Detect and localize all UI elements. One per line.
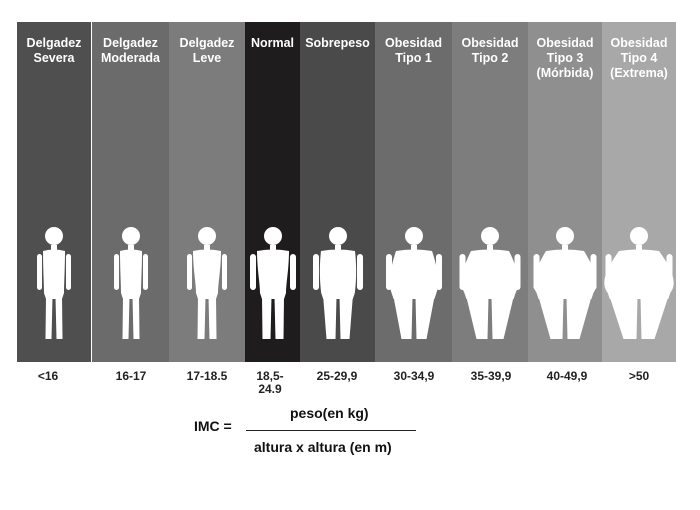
person-silhouette-icon	[104, 227, 158, 346]
range-label: 30-34,9	[393, 369, 435, 383]
range-label: 35-39,9	[470, 369, 512, 383]
formula-numerator: peso(en kg)	[290, 405, 369, 421]
formula-lhs: IMC =	[194, 418, 232, 434]
fraction-bar	[246, 430, 416, 431]
range-label: >50	[628, 369, 650, 383]
range-label: <16	[37, 369, 59, 383]
person-silhouette-icon	[522, 227, 608, 346]
column-obesidad-tipo-4: Obesidad Tipo 4 (Extrema)	[602, 22, 676, 362]
range-label: 40-49,9	[546, 369, 588, 383]
person-silhouette-icon	[301, 227, 375, 346]
person-silhouette-icon	[448, 227, 532, 346]
column-obesidad-tipo-3: Obesidad Tipo 3 (Mórbida)	[528, 22, 602, 362]
category-label: Delgadez Moderada	[100, 36, 161, 65]
person-silhouette-icon	[374, 227, 454, 346]
range-label: 25-29,9	[316, 369, 358, 383]
column-normal: Normal	[245, 22, 300, 362]
formula-denominator: altura x altura (en m)	[254, 439, 392, 455]
category-label: Sobrepeso	[305, 36, 370, 50]
column-obesidad-tipo-2: Obesidad Tipo 2	[452, 22, 528, 362]
category-label: Obesidad Tipo 4 (Extrema)	[610, 36, 668, 80]
category-label: Normal	[250, 36, 295, 50]
column-obesidad-tipo-1: Obesidad Tipo 1	[375, 22, 452, 362]
column-delgadez-leve: Delgadez Leve	[169, 22, 245, 362]
category-label: Obesidad Tipo 3 (Mórbida)	[536, 36, 594, 80]
column-delgadez-moderada: Delgadez Moderada	[92, 22, 169, 362]
range-label: 17-18.5	[186, 369, 228, 383]
person-silhouette-icon	[27, 227, 81, 346]
person-silhouette-icon	[594, 227, 684, 346]
range-label: 18,5- 24.9	[256, 369, 284, 396]
category-label: Delgadez Severa	[26, 36, 82, 65]
person-silhouette-icon	[175, 227, 239, 346]
category-label: Delgadez Leve	[179, 36, 235, 65]
person-silhouette-icon	[239, 227, 307, 346]
column-sobrepeso: Sobrepeso	[300, 22, 375, 362]
range-label: 16-17	[115, 369, 147, 383]
category-label: Obesidad Tipo 1	[385, 36, 442, 65]
category-label: Obesidad Tipo 2	[461, 36, 519, 65]
column-delgadez-severa: Delgadez Severa	[17, 22, 91, 362]
